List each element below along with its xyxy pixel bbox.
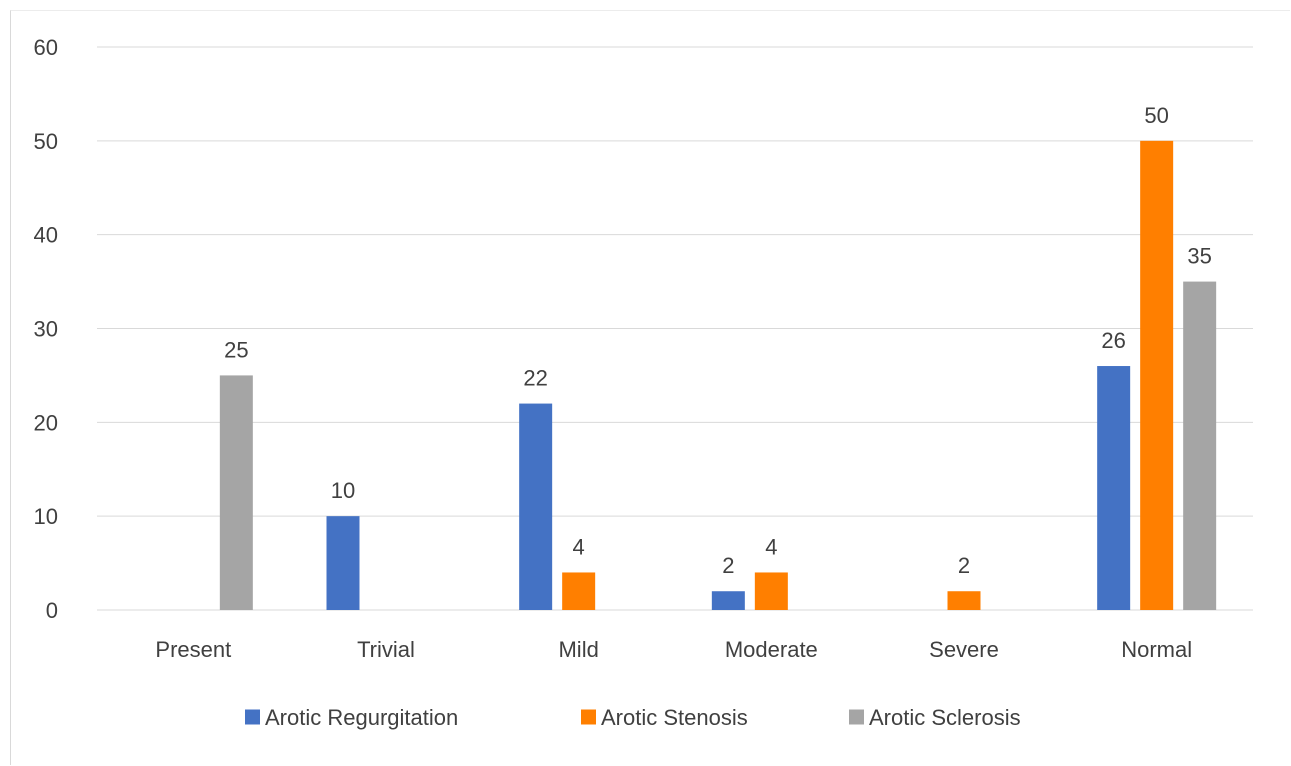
bar <box>711 591 745 610</box>
x-category-label: Moderate <box>725 637 818 662</box>
data-label: 26 <box>1101 328 1125 353</box>
x-axis-categories: Present Trivial Mild Moderate Severe Normal <box>155 637 1192 662</box>
y-tick-label: 40 <box>34 223 58 248</box>
chart-frame <box>10 10 1290 765</box>
y-tick-label: 10 <box>34 504 58 529</box>
y-tick-label: 30 <box>34 317 58 342</box>
legend-swatch <box>581 709 596 725</box>
legend: Arotic Regurgitation Arotic Stenosis Aroti… <box>245 705 1021 730</box>
x-category-label: Mild <box>558 637 598 662</box>
y-tick-label: 50 <box>34 129 58 154</box>
y-axis-ticks: 0 10 20 30 40 50 60 <box>34 35 58 623</box>
bar <box>1183 281 1217 610</box>
y-tick-label: 0 <box>46 598 58 623</box>
bar <box>562 572 596 610</box>
gridlines <box>97 46 1253 611</box>
x-category-label: Present <box>155 637 231 662</box>
y-tick-label: 20 <box>34 410 58 435</box>
legend-label: Arotic Regurgitation <box>265 705 458 730</box>
x-category-label: Severe <box>929 637 999 662</box>
bar <box>947 591 981 610</box>
data-label: 50 <box>1144 103 1168 128</box>
x-category-label: Trivial <box>357 637 415 662</box>
data-labels: 25 10 22 4 2 4 2 26 50 35 <box>224 103 1212 578</box>
y-tick-label: 60 <box>34 35 58 60</box>
bar <box>219 375 253 610</box>
data-label: 2 <box>958 553 970 578</box>
bar <box>754 572 788 610</box>
data-label: 4 <box>765 534 777 559</box>
legend-swatch <box>849 709 864 725</box>
bar <box>326 516 360 610</box>
data-label: 22 <box>523 366 547 391</box>
data-label: 35 <box>1187 244 1211 269</box>
data-label: 2 <box>722 553 734 578</box>
data-label: 10 <box>331 478 355 503</box>
legend-swatch <box>245 709 260 725</box>
bar <box>519 403 553 610</box>
legend-label: Arotic Stenosis <box>601 705 748 730</box>
x-category-label: Normal <box>1121 637 1192 662</box>
bars <box>219 140 1217 611</box>
legend-label: Arotic Sclerosis <box>869 705 1021 730</box>
data-label: 4 <box>573 534 585 559</box>
bar <box>1097 366 1131 610</box>
data-label: 25 <box>224 337 248 362</box>
bar <box>1140 140 1174 611</box>
